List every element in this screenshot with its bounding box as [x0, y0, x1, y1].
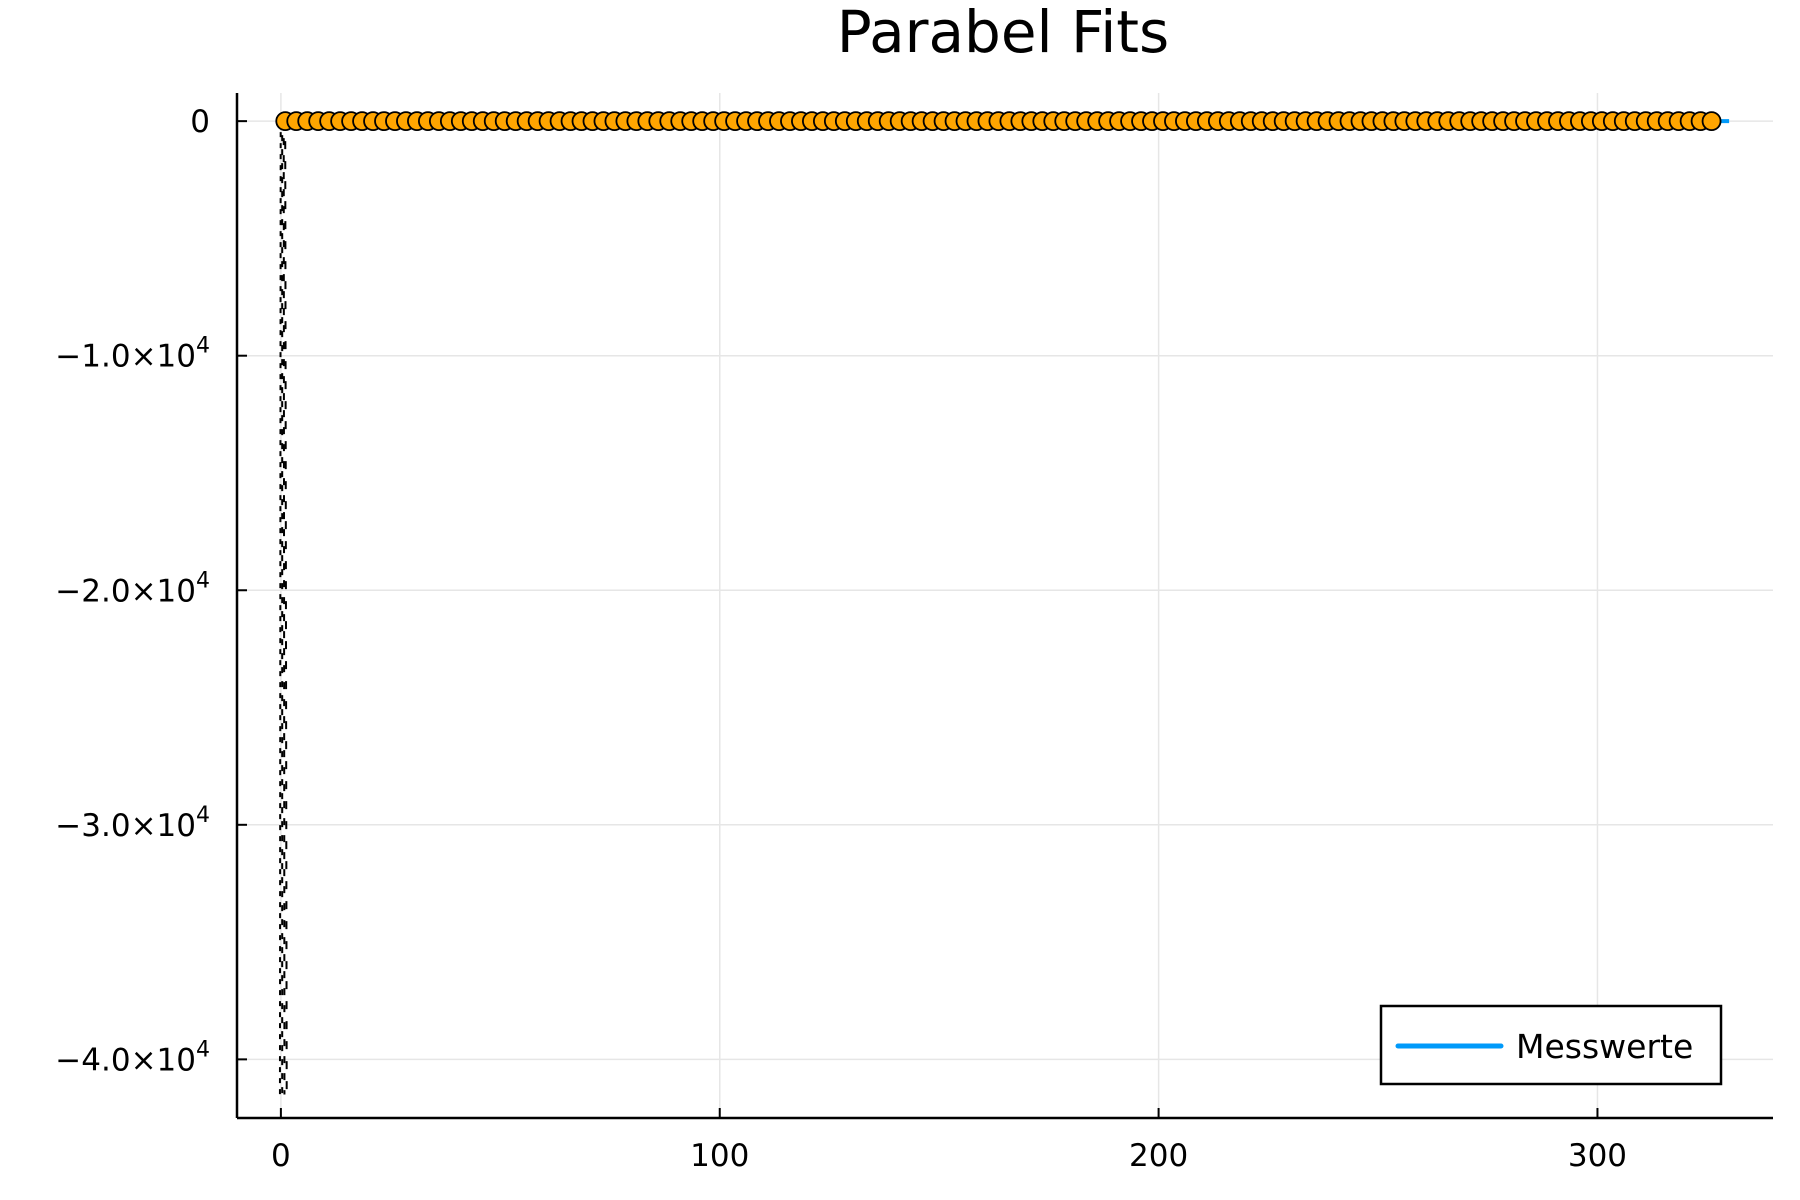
- y-tick-label-4: −4.0×104: [55, 1037, 210, 1078]
- fit-curve-3: [284, 121, 288, 1095]
- fit-curves-layer: [278, 121, 288, 1095]
- y-tick-label-2: −2.0×104: [55, 568, 210, 609]
- tick-label-layer: 0 100 200 300 0 −1.0×104 −2.0×104 −3.0×104 −4.0×…: [55, 104, 1627, 1174]
- y-tick-label-3: −3.0×104: [55, 803, 210, 844]
- legend-label-messwerte: Messwerte: [1516, 1027, 1693, 1066]
- fit-curve-0: [278, 121, 282, 1095]
- grid-layer: [237, 93, 1773, 1118]
- y-tick-label-1: −1.0×104: [55, 334, 210, 375]
- x-tick-label-100: 100: [690, 1138, 749, 1174]
- chart-title: Parabel Fits: [837, 0, 1170, 66]
- axis-layer: [235, 93, 1773, 1120]
- marker-layer: [275, 111, 1722, 132]
- legend: Messwerte: [1379, 1004, 1723, 1086]
- x-tick-label-0: 0: [271, 1138, 291, 1174]
- fit-curve-2: [282, 121, 286, 1095]
- data-point-130: [1701, 111, 1722, 132]
- x-tick-label-200: 200: [1129, 1138, 1188, 1174]
- x-tick-label-300: 300: [1568, 1138, 1627, 1174]
- y-tick-label-0: 0: [190, 104, 210, 140]
